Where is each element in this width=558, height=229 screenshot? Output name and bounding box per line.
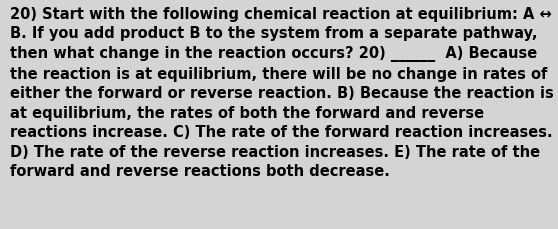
Text: 20) Start with the following chemical reaction at equilibrium: A ↔
B. If you add: 20) Start with the following chemical re… <box>10 7 554 179</box>
